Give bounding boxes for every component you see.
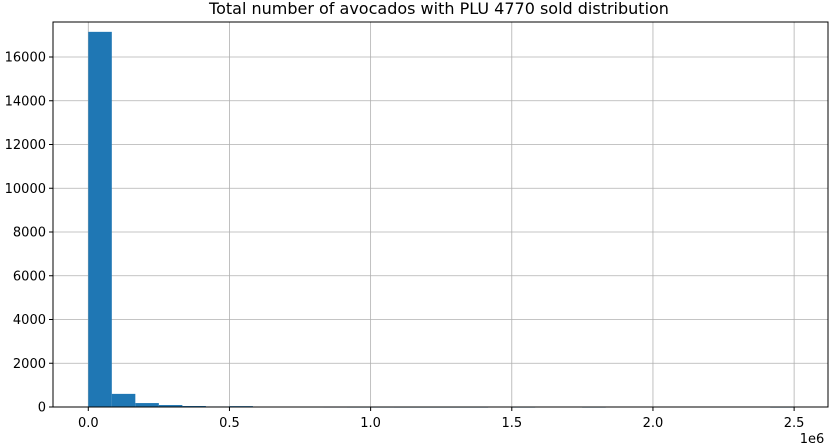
histogram-bar [88,31,112,407]
y-tick-label: 0 [38,401,46,416]
x-tick-label: 1.5 [501,416,522,431]
grid [53,22,828,408]
y-tick-label: 4000 [13,313,46,328]
y-tick-label: 16000 [5,51,46,66]
y-tick-label: 6000 [13,269,46,284]
histogram-bar [111,393,136,407]
y-tick-label: 8000 [13,226,46,241]
y-tick-label: 12000 [5,138,46,153]
x-tick-label: 2.0 [643,416,664,431]
y-tick-label: 10000 [5,182,46,197]
chart-title: Total number of avocados with PLU 4770 s… [208,0,669,18]
histogram-bar [158,405,183,407]
y-tick-label: 14000 [5,94,46,109]
axes-frame [52,21,829,408]
x-tick-label: 0.5 [219,416,240,431]
bars [88,31,794,408]
x-tick-label: 1.0 [360,416,381,431]
x-tick-label: 2.5 [784,416,805,431]
histogram-bar [135,403,159,407]
y-tick-label: 2000 [13,357,46,372]
x-tick-label: 0.0 [78,416,99,431]
y-axis: 0 2000 4000 6000 8000 10000 12000 14000 16000 [5,51,53,416]
x-axis: 0.0 0.5 1.0 1.5 2.0 2.5 [78,407,805,431]
x-axis-offset-label: 1e6 [800,432,825,446]
